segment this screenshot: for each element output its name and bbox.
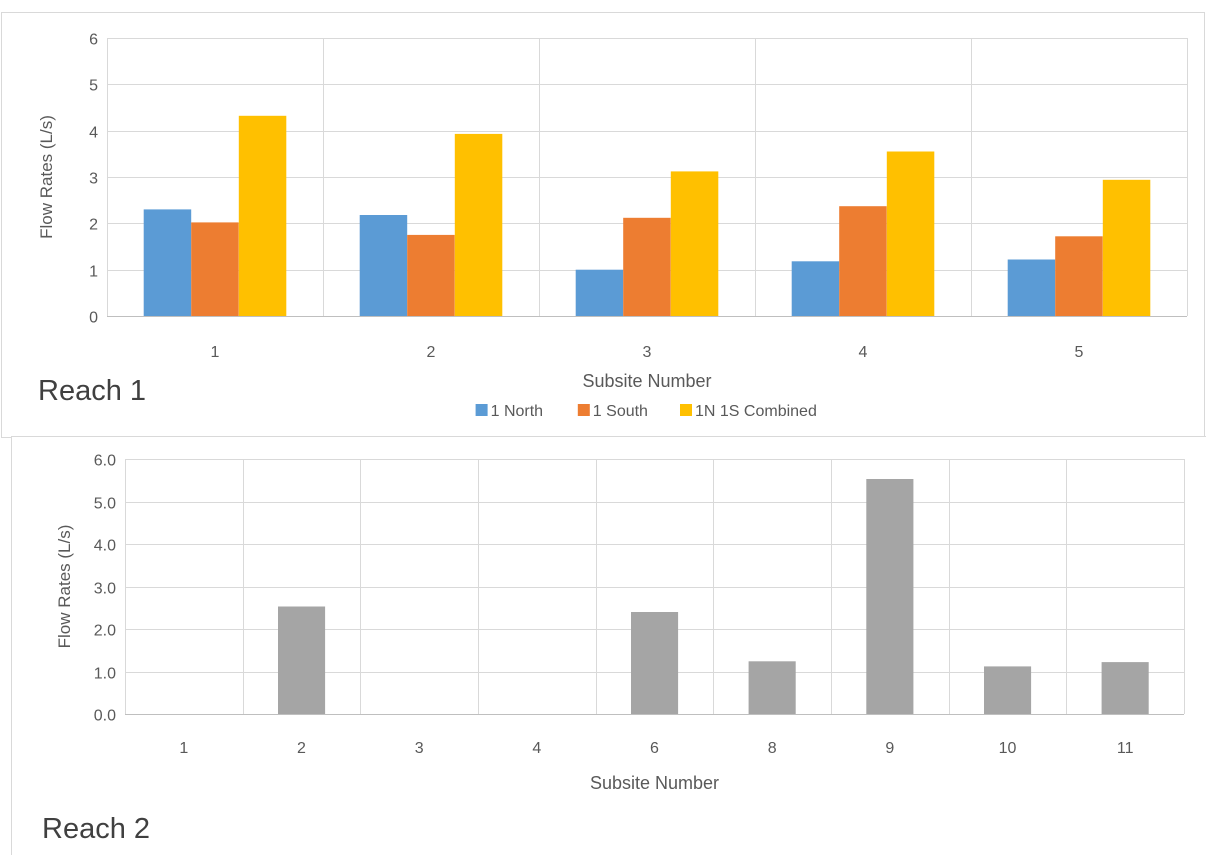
y-tick-label: 3: [89, 171, 98, 188]
y-tick-label: 1.0: [94, 666, 116, 683]
chart-2: 0.0 1.0 2.0 3.0 4.0 5.0 6.0 1 2 3 4 6 8 9 10 11 Subsite …: [12, 437, 1206, 856]
x-tick-label: 5: [1075, 344, 1084, 361]
y-tick-label: 5.0: [94, 496, 116, 513]
bar-1-north: [576, 270, 624, 316]
y-tick-label: 4: [89, 125, 98, 142]
x-tick-label: 4: [859, 344, 868, 361]
y-tick-label: 0: [89, 310, 98, 327]
chart-title: Reach 2: [42, 813, 150, 845]
bar-1-south: [191, 222, 239, 316]
chart-title: Reach 1: [38, 375, 146, 407]
x-tick-label: 3: [415, 740, 424, 757]
bar-1n-1s-combined: [455, 134, 503, 316]
x-tick-label: 6: [650, 740, 659, 757]
x-tick-label: 3: [643, 344, 652, 361]
bar-1-south: [1055, 236, 1103, 316]
bar-series-1: [984, 666, 1031, 714]
y-tick-label: 6.0: [94, 453, 116, 470]
bar-1-north: [792, 261, 840, 316]
bar-series-1: [866, 479, 913, 714]
chart-1: 0 1 2 3 4 5 6 1 2 3 4 5 Subsite Number Flow Rates (L/…: [2, 13, 1205, 438]
legend-label: 1N 1S Combined: [695, 403, 817, 420]
bar-1n-1s-combined: [887, 152, 935, 317]
y-tick-label: 4.0: [94, 538, 116, 555]
x-tick-label: 1: [179, 740, 188, 757]
bar-1-north: [360, 215, 408, 316]
y-axis-title: Flow Rates (L/s): [37, 115, 56, 239]
y-tick-label: 6: [89, 32, 98, 49]
y-tick-label: 1: [89, 264, 98, 281]
bar-1-south: [407, 235, 455, 316]
x-tick-label: 10: [999, 740, 1017, 757]
bar-1-south: [839, 206, 887, 316]
x-axis-title: Subsite Number: [590, 773, 719, 793]
y-tick-label: 3.0: [94, 581, 116, 598]
x-axis-title: Subsite Number: [582, 371, 711, 391]
x-tick-label: 11: [1117, 740, 1134, 757]
x-tick-label: 1: [211, 344, 220, 361]
bar-series-1: [749, 661, 796, 714]
bar-1n-1s-combined: [1103, 180, 1151, 316]
legend-label: 1 North: [491, 403, 543, 420]
bar-series-1: [1102, 662, 1149, 714]
x-tick-label: 4: [532, 740, 541, 757]
x-tick-label: 9: [885, 740, 894, 757]
legend-swatch-1-south: [578, 404, 590, 416]
x-tick-label: 8: [768, 740, 777, 757]
y-tick-label: 2: [89, 217, 98, 234]
x-tick-label: 2: [427, 344, 436, 361]
bar-1-south: [623, 218, 671, 316]
bar-1-north: [1008, 260, 1055, 317]
y-tick-label: 2.0: [94, 623, 116, 640]
bar-series-1: [631, 612, 678, 714]
legend-label: 1 South: [593, 403, 648, 420]
bar-1-north: [144, 209, 192, 316]
legend-swatch-1n-1s-combined: [680, 404, 692, 416]
legend-swatch-1-north: [476, 404, 488, 416]
bar-1n-1s-combined: [239, 116, 286, 316]
bar-series-1: [278, 607, 325, 715]
y-axis-title: Flow Rates (L/s): [55, 525, 74, 649]
legend: 1 North 1 South 1N 1S Combined: [476, 403, 817, 420]
bar-1n-1s-combined: [671, 171, 719, 316]
y-tick-label: 0.0: [94, 708, 116, 725]
y-tick-label: 5: [89, 78, 98, 95]
x-tick-label: 2: [297, 740, 306, 757]
